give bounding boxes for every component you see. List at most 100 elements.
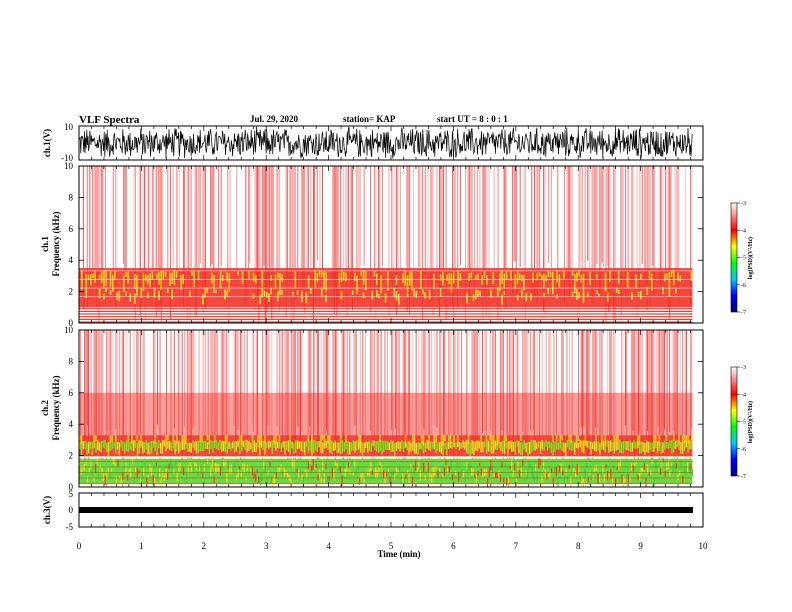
spectrogram-band-patch — [357, 466, 359, 471]
spectrogram-band-patch — [677, 272, 679, 281]
spectrogram-band-patch — [320, 441, 322, 454]
spectrogram-band-patch — [595, 441, 597, 452]
spectrogram-streak — [587, 166, 589, 261]
spectrogram-band-patch — [241, 440, 243, 452]
spectrogram-band-patch — [173, 269, 176, 285]
spectrogram-band-patch — [168, 463, 170, 470]
spectrogram-band-patch — [142, 441, 144, 454]
spectrogram-band-patch — [385, 440, 387, 450]
spectrogram-band-patch — [487, 478, 489, 487]
spectrogram-band-patch — [408, 440, 410, 455]
spectrogram-band-patch — [629, 440, 632, 452]
spectrogram-streak — [262, 166, 264, 269]
spectrogram-streak — [192, 330, 193, 430]
spectrogram-band-patch — [352, 440, 354, 451]
spectrogram-band-patch — [167, 472, 169, 480]
spectrogram-band-patch — [619, 459, 621, 469]
spectrogram-band-patch — [278, 435, 281, 441]
spectrogram-band-patch — [586, 441, 588, 448]
ch2-spectrogram-ylabel-channel: ch.2 — [40, 400, 50, 416]
spectrogram-band-patch — [358, 435, 360, 442]
spectrogram-band-patch — [674, 440, 677, 449]
spectrogram-band-patch — [278, 440, 281, 449]
spectrogram-streak — [349, 330, 351, 485]
spectrogram-band-patch — [503, 273, 506, 289]
spectrogram-band-patch — [120, 440, 122, 448]
spectrogram-streak — [622, 330, 624, 446]
spectrogram-band-patch — [590, 441, 592, 455]
spectrogram-band-patch — [391, 472, 393, 483]
spectrogram-streak — [98, 330, 100, 441]
spectrogram-band-patch — [282, 441, 284, 448]
spectrogram-band-patch — [475, 275, 477, 280]
spectrogram-band-patch — [279, 290, 281, 296]
spectrogram-streak — [407, 330, 409, 451]
spectrogram-band-patch — [421, 442, 423, 450]
spectrogram-band-patch — [272, 477, 274, 487]
spectrogram-band-patch — [440, 440, 443, 454]
spectrogram-band-patch — [253, 440, 255, 452]
time-tick-label: 2 — [202, 541, 207, 551]
spectrogram-band-patch — [470, 272, 473, 279]
spectrogram-band-patch — [208, 435, 210, 445]
spectrogram-streak — [557, 166, 559, 300]
spectrogram-band-patch — [296, 290, 299, 295]
spectrogram-band-patch — [673, 269, 675, 286]
spectrogram-band-patch — [667, 460, 669, 470]
spectrogram-band-patch — [637, 474, 639, 481]
spectrogram-streak — [93, 166, 95, 302]
spectrogram-band-patch — [596, 274, 598, 279]
spectrogram-band-patch — [384, 293, 387, 303]
time-tick-label: 4 — [326, 541, 331, 551]
time-tick-label: 8 — [576, 541, 581, 551]
spectrogram-streak — [548, 166, 550, 264]
spectrogram-band-patch — [223, 460, 225, 467]
spectrogram-streak — [506, 330, 508, 480]
spectrogram-streak — [236, 330, 238, 476]
spectrogram-band-patch — [468, 272, 470, 282]
spectrogram-band-patch — [367, 471, 369, 476]
spectrogram-streak — [203, 166, 205, 302]
spectrogram-band-patch — [532, 440, 534, 451]
spectrogram-band-patch — [483, 270, 486, 279]
spectrogram-band-patch — [404, 435, 407, 443]
spectrogram-streak — [432, 166, 434, 316]
spectrogram-streak — [154, 330, 156, 441]
spectrogram-band-patch — [388, 442, 390, 451]
spectrogram-band-patch — [615, 442, 617, 451]
spectrogram-band-patch — [675, 288, 677, 294]
spectrogram-streak — [160, 166, 162, 323]
spectrogram-band-patch — [109, 290, 112, 295]
spectrogram-band-patch — [310, 288, 312, 294]
spectrogram-band-patch — [202, 294, 204, 305]
spectrogram-band-patch — [682, 476, 684, 483]
ch1-colorbar-ticks: -3-4-5-6-7 — [737, 201, 746, 316]
spectrogram-band-patch — [271, 440, 273, 455]
spectrogram-streak — [290, 330, 292, 483]
spectrogram-band-patch — [192, 463, 194, 472]
spectrogram-band-patch — [561, 442, 563, 452]
spectrogram-streak — [179, 166, 180, 307]
spectrogram-streak — [287, 330, 288, 469]
spectrogram-band-patch — [291, 459, 293, 468]
ch1-spectrogram-image — [79, 166, 693, 323]
spectrogram-streak — [511, 166, 513, 294]
spectrogram-band-patch — [437, 470, 439, 479]
spectrogram-streak — [140, 166, 141, 318]
ch2-colorbar-label: log(PSD)(V²/Hz) — [747, 401, 754, 443]
spectrogram-band-patch — [439, 442, 441, 453]
spectrogram-band-patch — [138, 440, 140, 454]
spectrogram-band-patch — [125, 463, 127, 474]
spectrogram-streak — [641, 166, 643, 264]
spectrogram-streak — [595, 166, 596, 290]
spectrogram-band-patch — [626, 441, 628, 451]
spectrogram-band-patch — [106, 472, 108, 479]
ch2-spectrogram-ylabel-frequency: Frequency (kHz) — [51, 375, 61, 440]
spectrogram-band-patch — [280, 442, 282, 453]
spectrogram-band-patch — [203, 440, 205, 451]
spectrogram-band-patch — [668, 288, 671, 297]
spectrogram-streak — [280, 330, 282, 463]
spectrogram-streak — [513, 330, 515, 462]
spectrogram-band-patch — [256, 469, 258, 473]
